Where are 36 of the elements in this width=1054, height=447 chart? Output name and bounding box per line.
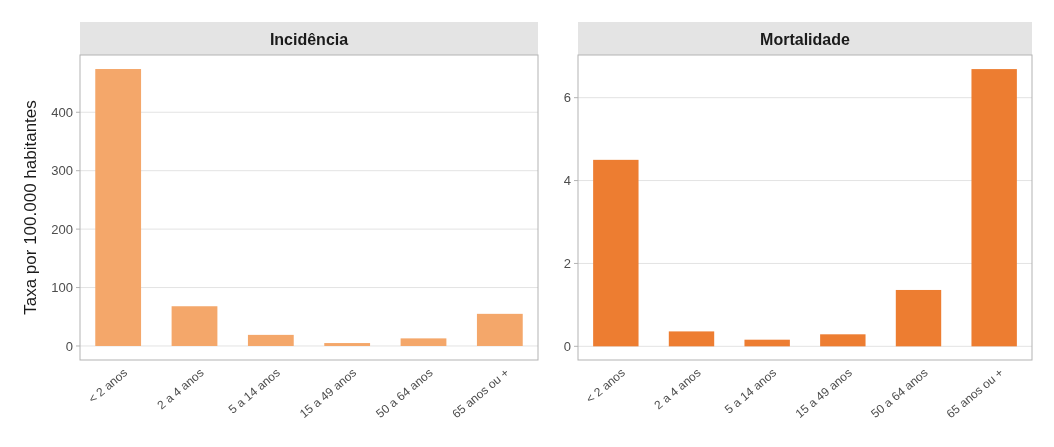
- x-tick-label: 5 a 14 anos: [722, 365, 780, 417]
- x-tick-label: < 2 anos: [85, 365, 131, 407]
- y-tick-label: 0: [563, 338, 571, 354]
- y-tick-label: 0: [65, 338, 73, 354]
- x-tick-label: 65 anos ou +: [943, 365, 1007, 422]
- bar: [895, 289, 942, 347]
- y-tick-label: 4: [563, 173, 571, 189]
- x-tick-label: 50 a 64 anos: [868, 365, 931, 421]
- y-tick-label: 400: [51, 104, 73, 120]
- chart-title: Incidência: [269, 30, 349, 48]
- chart-title: Mortalidade: [760, 30, 850, 48]
- bar: [95, 69, 142, 346]
- bar: [400, 338, 447, 346]
- y-tick-label: 300: [51, 163, 73, 179]
- y-tick-label: 2: [563, 255, 571, 271]
- y-tick-label: 6: [563, 90, 571, 106]
- x-tick-label: 2 a 4 anos: [651, 365, 704, 413]
- bar: [971, 69, 1017, 347]
- bar: [668, 331, 715, 347]
- bar: [744, 339, 790, 347]
- bar: [247, 334, 294, 346]
- x-tick-label: < 2 anos: [583, 365, 628, 407]
- y-tick-label: 100: [51, 280, 73, 296]
- y-tick-label: 200: [51, 221, 73, 237]
- bar: [820, 334, 866, 347]
- x-tick-label: 50 a 64 anos: [373, 365, 436, 421]
- x-tick-label: 65 anos ou +: [449, 365, 512, 422]
- bar: [593, 159, 639, 347]
- y-axis-title: Taxa por 100.000 habitantes: [21, 100, 40, 315]
- bar: [324, 343, 371, 346]
- bar: [476, 313, 523, 346]
- x-tick-label: 15 a 49 anos: [792, 365, 855, 421]
- x-tick-label: 15 a 49 anos: [296, 365, 360, 421]
- bar: [171, 306, 218, 346]
- x-tick-label: 5 a 14 anos: [225, 365, 283, 417]
- x-tick-label: 2 a 4 anos: [154, 365, 207, 413]
